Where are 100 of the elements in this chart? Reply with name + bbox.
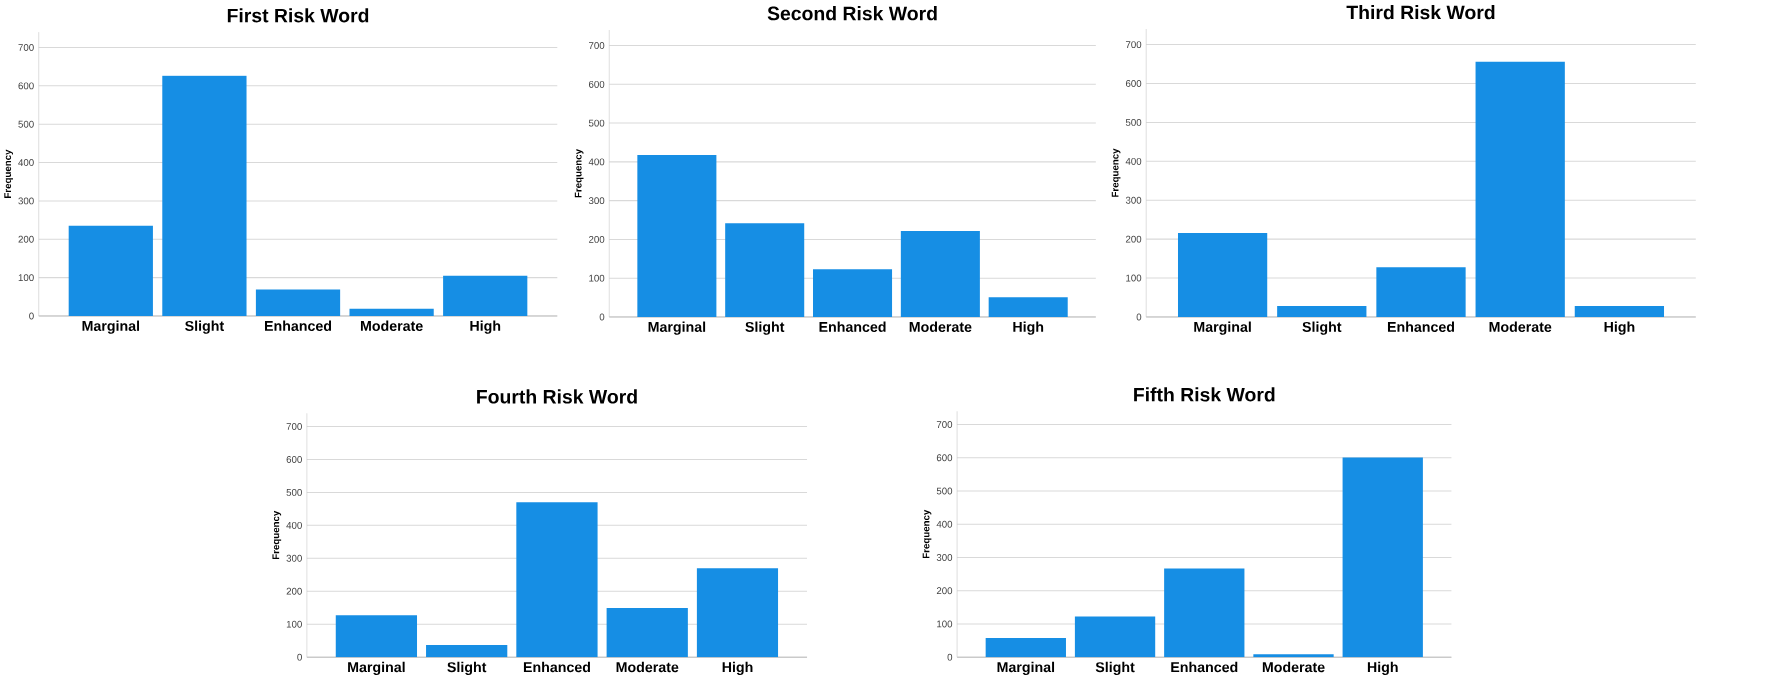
y-tick-label: 0 [599,313,605,321]
bar [1342,457,1423,658]
chart-title: Second Risk Word [767,5,937,21]
y-tick-label: 100 [18,274,34,281]
y-tick-label: 400 [286,521,302,529]
x-tick-label: Enhanced [1387,321,1455,332]
x-tick-label: Moderate [909,321,972,332]
y-tick-label: 200 [936,587,953,595]
bar [443,275,528,316]
y-tick-label: 400 [936,520,953,528]
y-tick-label: 600 [18,82,34,90]
bar [696,568,779,658]
x-tick-label: Enhanced [523,661,590,673]
bar [606,607,688,658]
bar [1074,616,1156,658]
x-tick-label: Moderate [1489,321,1552,332]
y-axis-title: Frequency [574,148,584,198]
y-tick-label: 600 [936,454,953,462]
y-tick-label: 700 [286,422,302,430]
y-tick-label: 0 [297,653,302,661]
x-tick-label: Enhanced [1171,661,1238,673]
y-tick-label: 600 [286,455,302,463]
bar [1277,305,1367,317]
bar [1574,305,1665,317]
x-tick-label: High [722,661,753,675]
x-tick-label: Slight [1095,661,1135,675]
x-tick-label: Enhanced [819,321,886,332]
bar [1253,654,1334,658]
y-tick-label: 700 [589,42,605,49]
y-tick-label: 300 [286,554,302,562]
x-tick-label: Moderate [1262,661,1325,673]
y-tick-label: 0 [1136,313,1142,321]
y-tick-label: 200 [1125,235,1142,243]
y-tick-label: 100 [1126,274,1142,282]
bar [813,269,893,317]
x-tick-label: High [1604,321,1635,335]
x-tick-label: Slight [1302,321,1342,335]
bar [516,502,598,658]
x-tick-label: High [1013,321,1044,335]
y-tick-label: 500 [286,488,302,496]
bar [637,154,717,317]
bar [349,308,434,316]
x-tick-label: Moderate [360,320,423,331]
y-tick-label: 200 [588,235,605,243]
x-tick-label: Marginal [648,321,706,335]
bar [426,644,508,658]
y-tick-label: 400 [1125,157,1142,165]
bar [68,225,153,316]
bar [1164,568,1245,658]
x-tick-label: Slight [185,320,224,334]
y-tick-label: 100 [286,620,302,628]
x-tick-label: High [470,320,501,334]
x-tick-label: High [1367,661,1398,675]
x-tick-label: Slight [447,661,487,675]
bar [335,615,418,658]
y-tick-label: 400 [588,158,605,166]
y-tick-label: 300 [936,553,953,561]
y-tick-label: 0 [29,312,34,320]
y-tick-label: 700 [936,421,953,428]
y-tick-label: 100 [589,274,605,282]
y-tick-label: 700 [1125,41,1142,48]
y-tick-label: 200 [18,235,34,243]
y-tick-label: 500 [588,119,605,127]
x-tick-label: Enhanced [265,320,332,331]
y-tick-label: 600 [588,80,605,88]
chart-title: Fourth Risk Word [477,389,637,404]
x-tick-label: Marginal [1194,321,1251,335]
y-axis-title: Frequency [272,510,282,559]
y-tick-label: 300 [1125,196,1142,204]
x-tick-label: Marginal [997,661,1055,675]
chart-title: Fifth Risk Word [1134,387,1275,402]
y-tick-label: 300 [18,197,34,205]
bar [725,223,805,317]
y-tick-label: 500 [18,120,34,128]
bar [1475,61,1565,317]
chart-title: First Risk Word [227,8,369,23]
x-tick-label: Marginal [348,661,405,675]
chart-title: Third Risk Word [1346,4,1495,20]
y-tick-label: 200 [286,587,302,595]
y-tick-label: 500 [936,487,953,495]
bar [900,230,980,317]
y-tick-label: 500 [1125,118,1142,126]
x-tick-label: Marginal [82,320,140,334]
bar [255,289,341,316]
y-tick-label: 700 [18,43,34,51]
bar [1376,267,1466,317]
y-axis-title: Frequency [922,509,932,558]
y-axis-title: Frequency [4,149,13,198]
y-tick-label: 300 [588,197,605,204]
y-tick-label: 600 [1125,79,1142,87]
y-tick-label: 0 [947,653,953,661]
bar [988,297,1068,317]
x-tick-label: Moderate [616,661,679,673]
x-tick-label: Slight [745,321,785,335]
y-tick-label: 400 [18,159,34,166]
bar [985,637,1066,658]
y-axis-title: Frequency [1111,148,1121,197]
bar [1177,232,1268,317]
bar [162,75,247,316]
y-tick-label: 100 [937,620,953,628]
